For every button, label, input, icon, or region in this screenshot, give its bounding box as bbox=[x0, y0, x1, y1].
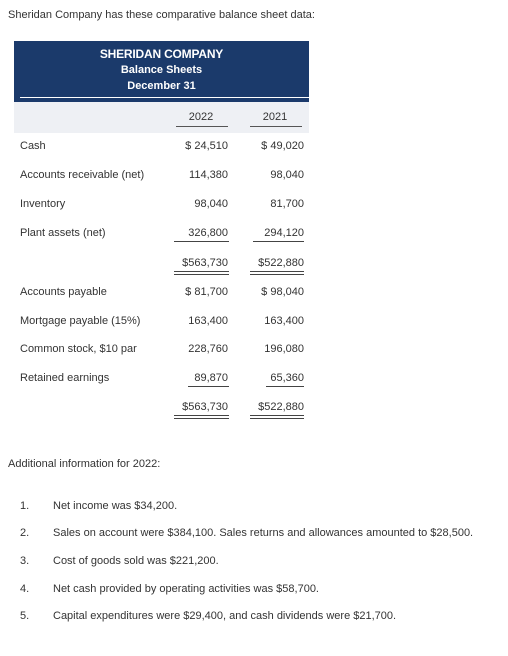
assets-2021-underline bbox=[253, 241, 304, 242]
plant-2022: 326,800 bbox=[188, 227, 228, 239]
ap-2022: $ 81,700 bbox=[185, 286, 228, 298]
year-2021-rule bbox=[250, 126, 302, 127]
retained-earnings-2021: 65,360 bbox=[270, 372, 304, 384]
ap-2021: $ 98,040 bbox=[261, 286, 304, 298]
list-item-text: Cost of goods sold was $221,200. bbox=[53, 555, 219, 567]
year-2021-header: 2021 bbox=[262, 111, 288, 123]
row-label-cash: Cash bbox=[20, 140, 46, 152]
list-item-number: 2. bbox=[20, 527, 30, 539]
ar-2022: 114,380 bbox=[189, 169, 228, 181]
company-name: SHERIDAN COMPANY bbox=[99, 47, 224, 61]
common-stock-2022: 228,760 bbox=[188, 343, 228, 355]
year-2022-rule bbox=[176, 126, 228, 127]
list-item-text: Sales on account were $384,100. Sales re… bbox=[53, 527, 474, 539]
total-assets-2022-double-underline bbox=[174, 271, 229, 275]
mortgage-2021: 163,400 bbox=[264, 315, 304, 327]
total-liab-2022-double-underline bbox=[174, 415, 229, 419]
list-item-number: 3. bbox=[20, 555, 30, 567]
inventory-2021: 81,700 bbox=[270, 198, 304, 210]
total-liab-2021: $522,880 bbox=[258, 401, 304, 413]
total-liab-2022: $563,730 bbox=[182, 401, 228, 413]
row-label-common-stock: Common stock, $10 par bbox=[20, 343, 137, 355]
row-label-accounts-receivable: Accounts receivable (net) bbox=[20, 169, 145, 181]
cash-2021: $ 49,020 bbox=[261, 140, 304, 152]
row-label-plant-assets: Plant assets (net) bbox=[20, 227, 106, 239]
mortgage-2022: 163,400 bbox=[188, 315, 228, 327]
row-label-accounts-payable: Accounts payable bbox=[20, 286, 107, 298]
intro-text: Sheridan Company has these comparative b… bbox=[8, 9, 315, 21]
list-item-number: 1. bbox=[20, 500, 30, 512]
total-liab-2021-double-underline bbox=[250, 415, 304, 419]
retained-earnings-2022: 89,870 bbox=[194, 372, 228, 384]
list-item-text: Net cash provided by operating activitie… bbox=[53, 583, 319, 595]
additional-info-heading: Additional information for 2022: bbox=[8, 458, 161, 470]
header-rule bbox=[20, 97, 309, 98]
assets-2022-underline bbox=[174, 241, 229, 242]
total-assets-2021: $522,880 bbox=[258, 257, 304, 269]
liab-2021-underline bbox=[266, 386, 304, 387]
year-2022-header: 2022 bbox=[188, 111, 214, 123]
row-label-inventory: Inventory bbox=[20, 198, 66, 210]
common-stock-2021: 196,080 bbox=[264, 343, 304, 355]
total-assets-2022: $563,730 bbox=[182, 257, 228, 269]
inventory-2022: 98,040 bbox=[194, 198, 228, 210]
list-item-text: Net income was $34,200. bbox=[53, 500, 178, 512]
total-assets-2021-double-underline bbox=[250, 271, 304, 275]
ar-2021: 98,040 bbox=[270, 169, 304, 181]
year-band bbox=[14, 102, 309, 133]
list-item-text: Capital expenditures were $29,400, and c… bbox=[53, 610, 397, 622]
list-item-number: 5. bbox=[20, 610, 30, 622]
statement-date: December 31 bbox=[127, 80, 196, 92]
row-label-retained-earnings: Retained earnings bbox=[20, 372, 110, 384]
plant-2021: 294,120 bbox=[264, 227, 304, 239]
liab-2022-underline bbox=[188, 386, 229, 387]
statement-header: SHERIDAN COMPANY Balance Sheets December… bbox=[14, 41, 309, 102]
list-item-number: 4. bbox=[20, 583, 30, 595]
cash-2022: $ 24,510 bbox=[185, 140, 228, 152]
statement-title: Balance Sheets bbox=[120, 64, 203, 76]
row-label-mortgage-payable: Mortgage payable (15%) bbox=[20, 315, 141, 327]
